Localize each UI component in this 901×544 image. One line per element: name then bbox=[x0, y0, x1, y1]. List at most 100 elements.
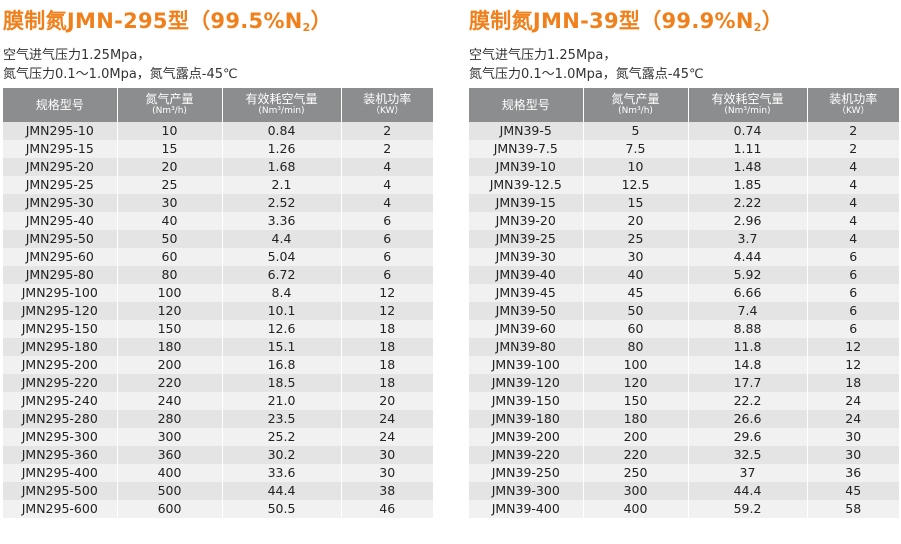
cell-model: JMN295-20 bbox=[3, 158, 118, 176]
cell-model: JMN295-30 bbox=[3, 194, 118, 212]
cell-model: JMN295-150 bbox=[3, 320, 118, 338]
cell-air-consumption: 16.8 bbox=[222, 356, 342, 374]
cell-air-consumption: 26.6 bbox=[688, 410, 808, 428]
table-row: JMN295-50 50 4.4 6 bbox=[3, 230, 433, 248]
table-row: JMN295-60 60 5.04 6 bbox=[3, 248, 433, 266]
table-row: JMN39-40 40 5.92 6 bbox=[469, 266, 899, 284]
table-row: JMN295-400 400 33.6 30 bbox=[3, 464, 433, 482]
cell-air-consumption: 10.1 bbox=[222, 302, 342, 320]
table-row: JMN295-30 30 2.52 4 bbox=[3, 194, 433, 212]
cell-nitrogen-output: 50 bbox=[583, 302, 689, 320]
cell-nitrogen-output: 80 bbox=[117, 266, 223, 284]
cell-air-consumption: 29.6 bbox=[688, 428, 808, 446]
cell-model: JMN39-60 bbox=[469, 320, 584, 338]
cell-nitrogen-output: 7.5 bbox=[583, 140, 689, 158]
cell-air-consumption: 1.68 bbox=[222, 158, 342, 176]
cell-air-consumption: 2.1 bbox=[222, 176, 342, 194]
cell-power: 12 bbox=[807, 356, 899, 374]
cell-power: 2 bbox=[807, 140, 899, 158]
cell-air-consumption: 25.2 bbox=[222, 428, 342, 446]
cell-nitrogen-output: 10 bbox=[583, 158, 689, 176]
cell-power: 4 bbox=[341, 158, 433, 176]
cell-nitrogen-output: 45 bbox=[583, 284, 689, 302]
table-row: JMN295-180 180 15.1 18 bbox=[3, 338, 433, 356]
cell-power: 12 bbox=[807, 338, 899, 356]
cell-nitrogen-output: 60 bbox=[117, 248, 223, 266]
cell-nitrogen-output: 200 bbox=[117, 356, 223, 374]
cell-power: 24 bbox=[807, 392, 899, 410]
cell-model: JMN295-220 bbox=[3, 374, 118, 392]
cell-air-consumption: 22.2 bbox=[688, 392, 808, 410]
header-nitrogen-output: 氮气产量 (Nm³/h) bbox=[583, 88, 689, 122]
cell-model: JMN39-200 bbox=[469, 428, 584, 446]
cell-air-consumption: 44.4 bbox=[222, 482, 342, 500]
table-row: JMN295-500 500 44.4 38 bbox=[3, 482, 433, 500]
cell-nitrogen-output: 400 bbox=[583, 500, 689, 518]
table-row: JMN39-5 5 0.74 2 bbox=[469, 122, 899, 140]
cell-power: 6 bbox=[807, 266, 899, 284]
cell-power: 4 bbox=[807, 176, 899, 194]
cell-power: 20 bbox=[341, 392, 433, 410]
cell-air-consumption: 1.26 bbox=[222, 140, 342, 158]
cell-power: 18 bbox=[341, 374, 433, 392]
cell-power: 4 bbox=[341, 176, 433, 194]
cell-model: JMN295-40 bbox=[3, 212, 118, 230]
table-row: JMN295-240 240 21.0 20 bbox=[3, 392, 433, 410]
cell-model: JMN295-500 bbox=[3, 482, 118, 500]
table-row: JMN295-220 220 18.5 18 bbox=[3, 374, 433, 392]
cell-power: 18 bbox=[341, 338, 433, 356]
cell-nitrogen-output: 280 bbox=[117, 410, 223, 428]
cell-power: 4 bbox=[341, 194, 433, 212]
cell-model: JMN295-600 bbox=[3, 500, 118, 518]
table-row: JMN295-40 40 3.36 6 bbox=[3, 212, 433, 230]
cell-air-consumption: 4.44 bbox=[688, 248, 808, 266]
table-row: JMN39-120 120 17.7 18 bbox=[469, 374, 899, 392]
table-row: JMN39-400 400 59.2 58 bbox=[469, 500, 899, 518]
cell-nitrogen-output: 360 bbox=[117, 446, 223, 464]
cell-nitrogen-output: 12.5 bbox=[583, 176, 689, 194]
cell-model: JMN295-120 bbox=[3, 302, 118, 320]
cell-power: 24 bbox=[807, 410, 899, 428]
table-row: JMN295-280 280 23.5 24 bbox=[3, 410, 433, 428]
cell-model: JMN39-100 bbox=[469, 356, 584, 374]
table-row: JMN39-300 300 44.4 45 bbox=[469, 482, 899, 500]
cell-power: 6 bbox=[341, 230, 433, 248]
cell-air-consumption: 1.85 bbox=[688, 176, 808, 194]
cell-nitrogen-output: 25 bbox=[583, 230, 689, 248]
cell-air-consumption: 44.4 bbox=[688, 482, 808, 500]
cell-power: 6 bbox=[341, 266, 433, 284]
table-row: JMN295-360 360 30.2 30 bbox=[3, 446, 433, 464]
cell-power: 24 bbox=[341, 410, 433, 428]
cell-power: 18 bbox=[341, 356, 433, 374]
header-nitrogen-output: 氮气产量 (Nm³/h) bbox=[117, 88, 223, 122]
cell-model: JMN39-5 bbox=[469, 122, 584, 140]
table-row: JMN295-80 80 6.72 6 bbox=[3, 266, 433, 284]
cell-power: 18 bbox=[341, 320, 433, 338]
cell-model: JMN295-60 bbox=[3, 248, 118, 266]
cell-power: 4 bbox=[807, 212, 899, 230]
cell-air-consumption: 0.84 bbox=[222, 122, 342, 140]
table-row: JMN39-60 60 8.88 6 bbox=[469, 320, 899, 338]
cell-air-consumption: 1.11 bbox=[688, 140, 808, 158]
cell-power: 12 bbox=[341, 302, 433, 320]
cell-power: 58 bbox=[807, 500, 899, 518]
table-row: JMN39-12.5 12.5 1.85 4 bbox=[469, 176, 899, 194]
table-header-row: 规格型号 氮气产量 (Nm³/h) 有效耗空气量 (Nm³/min) 装机功率 （KW… bbox=[469, 88, 899, 122]
cell-power: 6 bbox=[807, 302, 899, 320]
cell-model: JMN39-40 bbox=[469, 266, 584, 284]
desc-line: 氮气压力0.1～1.0Mpa，氮气露点-45℃ bbox=[3, 67, 238, 82]
table-row: JMN39-100 100 14.8 12 bbox=[469, 356, 899, 374]
cell-air-consumption: 14.8 bbox=[688, 356, 808, 374]
table-row: JMN39-7.5 7.5 1.11 2 bbox=[469, 140, 899, 158]
table-row: JMN295-600 600 50.5 46 bbox=[3, 500, 433, 518]
desc-line: 氮气压力0.1～1.0Mpa，氮气露点-45℃ bbox=[469, 67, 704, 82]
cell-power: 12 bbox=[341, 284, 433, 302]
cell-nitrogen-output: 100 bbox=[583, 356, 689, 374]
cell-power: 30 bbox=[341, 446, 433, 464]
cell-air-consumption: 8.4 bbox=[222, 284, 342, 302]
cell-model: JMN39-12.5 bbox=[469, 176, 584, 194]
header-air-consumption: 有效耗空气量 (Nm³/min) bbox=[222, 88, 342, 122]
cell-model: JMN295-25 bbox=[3, 176, 118, 194]
cell-model: JMN295-50 bbox=[3, 230, 118, 248]
cell-model: JMN39-150 bbox=[469, 392, 584, 410]
